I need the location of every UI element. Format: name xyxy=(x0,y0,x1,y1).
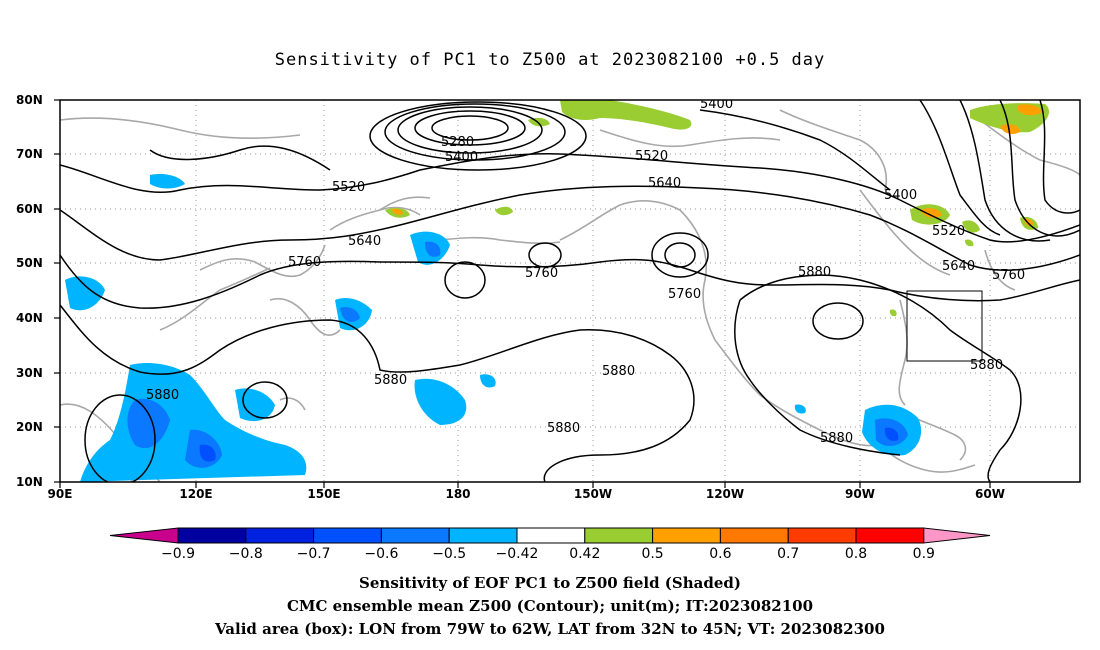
lon-label: 90W xyxy=(845,487,875,501)
lon-label: 150E xyxy=(307,487,340,501)
contour-label: 5640 xyxy=(942,259,975,274)
contour-label: 5520 xyxy=(635,149,668,164)
colorbar-tick-label: −0.5 xyxy=(432,546,466,562)
lat-label: 50N xyxy=(16,256,43,270)
colorbar-tick-label: 0.7 xyxy=(777,546,799,562)
contour-label: 5880 xyxy=(798,265,831,280)
map-title: Sensitivity of PC1 to Z500 at 2023082100… xyxy=(274,50,826,70)
plot-frame xyxy=(59,99,1081,483)
colorbar-segment xyxy=(652,527,721,544)
lat-label: 20N xyxy=(16,420,43,434)
lat-label: 80N xyxy=(16,93,43,107)
colorbar-right-arrow xyxy=(923,527,991,544)
latitude-labels: 80N 70N 60N 50N 40N 30N 20N 10N xyxy=(16,93,43,489)
colorbar-segment xyxy=(313,527,382,544)
contour-label: 5760 xyxy=(525,266,558,281)
lon-label: 90E xyxy=(48,487,73,501)
colorbar-segment xyxy=(787,527,857,544)
colorbar-segment xyxy=(516,527,586,544)
colorbar-tick-label: −0.7 xyxy=(297,546,331,562)
colorbar-segment xyxy=(855,527,925,544)
contour-label: 5400 xyxy=(884,188,917,203)
contour-label: 5880 xyxy=(374,373,407,388)
colorbar-segment xyxy=(719,527,789,544)
z500-contours xyxy=(60,100,1080,482)
lon-label: 60W xyxy=(975,487,1005,501)
contour-label: 5400 xyxy=(700,97,733,112)
contour-labels: 5400 5280 5400 5520 5520 5640 5640 5760 … xyxy=(146,97,1025,446)
lat-label: 70N xyxy=(16,147,43,161)
lon-label: 150W xyxy=(574,487,612,501)
colorbar-tick-label: 0.8 xyxy=(845,546,867,562)
contour-label: 5880 xyxy=(820,431,853,446)
caption-shaded: Sensitivity of EOF PC1 to Z500 field (Sh… xyxy=(359,574,741,592)
caption-valid-area: Valid area (box): LON from 79W to 62W, L… xyxy=(215,620,885,638)
colorbar-tick-label: −0.42 xyxy=(496,546,539,562)
colorbar-segment xyxy=(177,527,247,544)
contour-label: 5520 xyxy=(332,180,365,195)
lon-label: 180 xyxy=(445,487,470,501)
contour-label: 5880 xyxy=(970,358,1003,373)
lat-label: 10N xyxy=(16,475,43,489)
colorbar-left-arrow xyxy=(109,527,179,544)
colorbar: −0.9 −0.8 −0.7 −0.6 −0.5 −0.42 0.42 0.5 0.6 0.7 0.… xyxy=(109,527,991,562)
valid-area-box xyxy=(906,290,983,362)
colorbar-tick-label: −0.6 xyxy=(364,546,398,562)
colorbar-segment xyxy=(380,527,450,544)
colorbar-segment xyxy=(584,527,654,544)
contour-label: 5760 xyxy=(668,287,701,302)
colorbar-tick-label: 0.5 xyxy=(641,546,663,562)
contour-label: 5400 xyxy=(445,150,478,165)
contour-label: 5880 xyxy=(602,364,635,379)
contour-label: 5880 xyxy=(146,388,179,403)
colorbar-tick-label: −0.8 xyxy=(229,546,263,562)
longitude-labels: 90E 120E 150E 180 150W 120W 90W 60W xyxy=(48,487,1005,501)
contour-label: 5760 xyxy=(288,255,321,270)
lat-label: 30N xyxy=(16,366,43,380)
shaded-sensitivity xyxy=(65,100,1050,482)
colorbar-segment xyxy=(245,527,315,544)
lon-label: 120E xyxy=(179,487,212,501)
contour-label: 5640 xyxy=(648,176,681,191)
contour-label: 5520 xyxy=(932,224,965,239)
lat-label: 60N xyxy=(16,202,43,216)
colorbar-tick-label: 0.6 xyxy=(709,546,731,562)
contour-label: 5280 xyxy=(441,135,474,150)
lat-label: 40N xyxy=(16,311,43,325)
contour-label: 5880 xyxy=(547,421,580,436)
contour-label: 5760 xyxy=(992,268,1025,283)
colorbar-tick-label: −0.9 xyxy=(161,546,195,562)
caption-contour: CMC ensemble mean Z500 (Contour); unit(m… xyxy=(286,597,814,615)
lon-label: 120W xyxy=(706,487,744,501)
colorbar-segment xyxy=(448,527,518,544)
contour-label: 5640 xyxy=(348,234,381,249)
colorbar-tick-label: 0.9 xyxy=(913,546,935,562)
colorbar-tick-label: 0.42 xyxy=(569,546,600,562)
